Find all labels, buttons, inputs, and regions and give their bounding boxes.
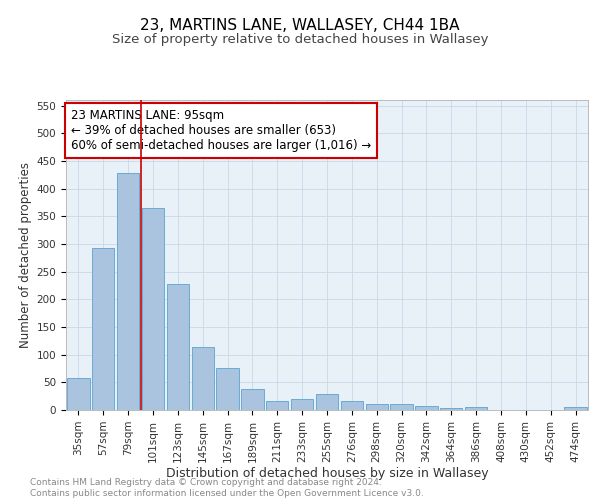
Bar xyxy=(266,400,289,410)
X-axis label: Distribution of detached houses by size in Wallasey: Distribution of detached houses by size … xyxy=(166,468,488,480)
Bar xyxy=(191,348,214,410)
Bar xyxy=(391,404,413,410)
Text: Size of property relative to detached houses in Wallasey: Size of property relative to detached ho… xyxy=(112,32,488,46)
Bar xyxy=(142,208,164,410)
Bar xyxy=(67,378,89,410)
Bar xyxy=(291,399,313,410)
Bar xyxy=(241,389,263,410)
Bar xyxy=(565,407,587,410)
Bar xyxy=(92,248,115,410)
Bar xyxy=(465,407,487,410)
Text: Contains HM Land Registry data © Crown copyright and database right 2024.
Contai: Contains HM Land Registry data © Crown c… xyxy=(30,478,424,498)
Y-axis label: Number of detached properties: Number of detached properties xyxy=(19,162,32,348)
Text: 23, MARTINS LANE, WALLASEY, CH44 1BA: 23, MARTINS LANE, WALLASEY, CH44 1BA xyxy=(140,18,460,32)
Text: 23 MARTINS LANE: 95sqm
← 39% of detached houses are smaller (653)
60% of semi-de: 23 MARTINS LANE: 95sqm ← 39% of detached… xyxy=(71,110,371,152)
Bar xyxy=(316,394,338,410)
Bar xyxy=(217,368,239,410)
Bar xyxy=(117,173,139,410)
Bar xyxy=(440,408,463,410)
Bar xyxy=(365,404,388,410)
Bar xyxy=(167,284,189,410)
Bar xyxy=(341,401,363,410)
Bar xyxy=(415,406,437,410)
